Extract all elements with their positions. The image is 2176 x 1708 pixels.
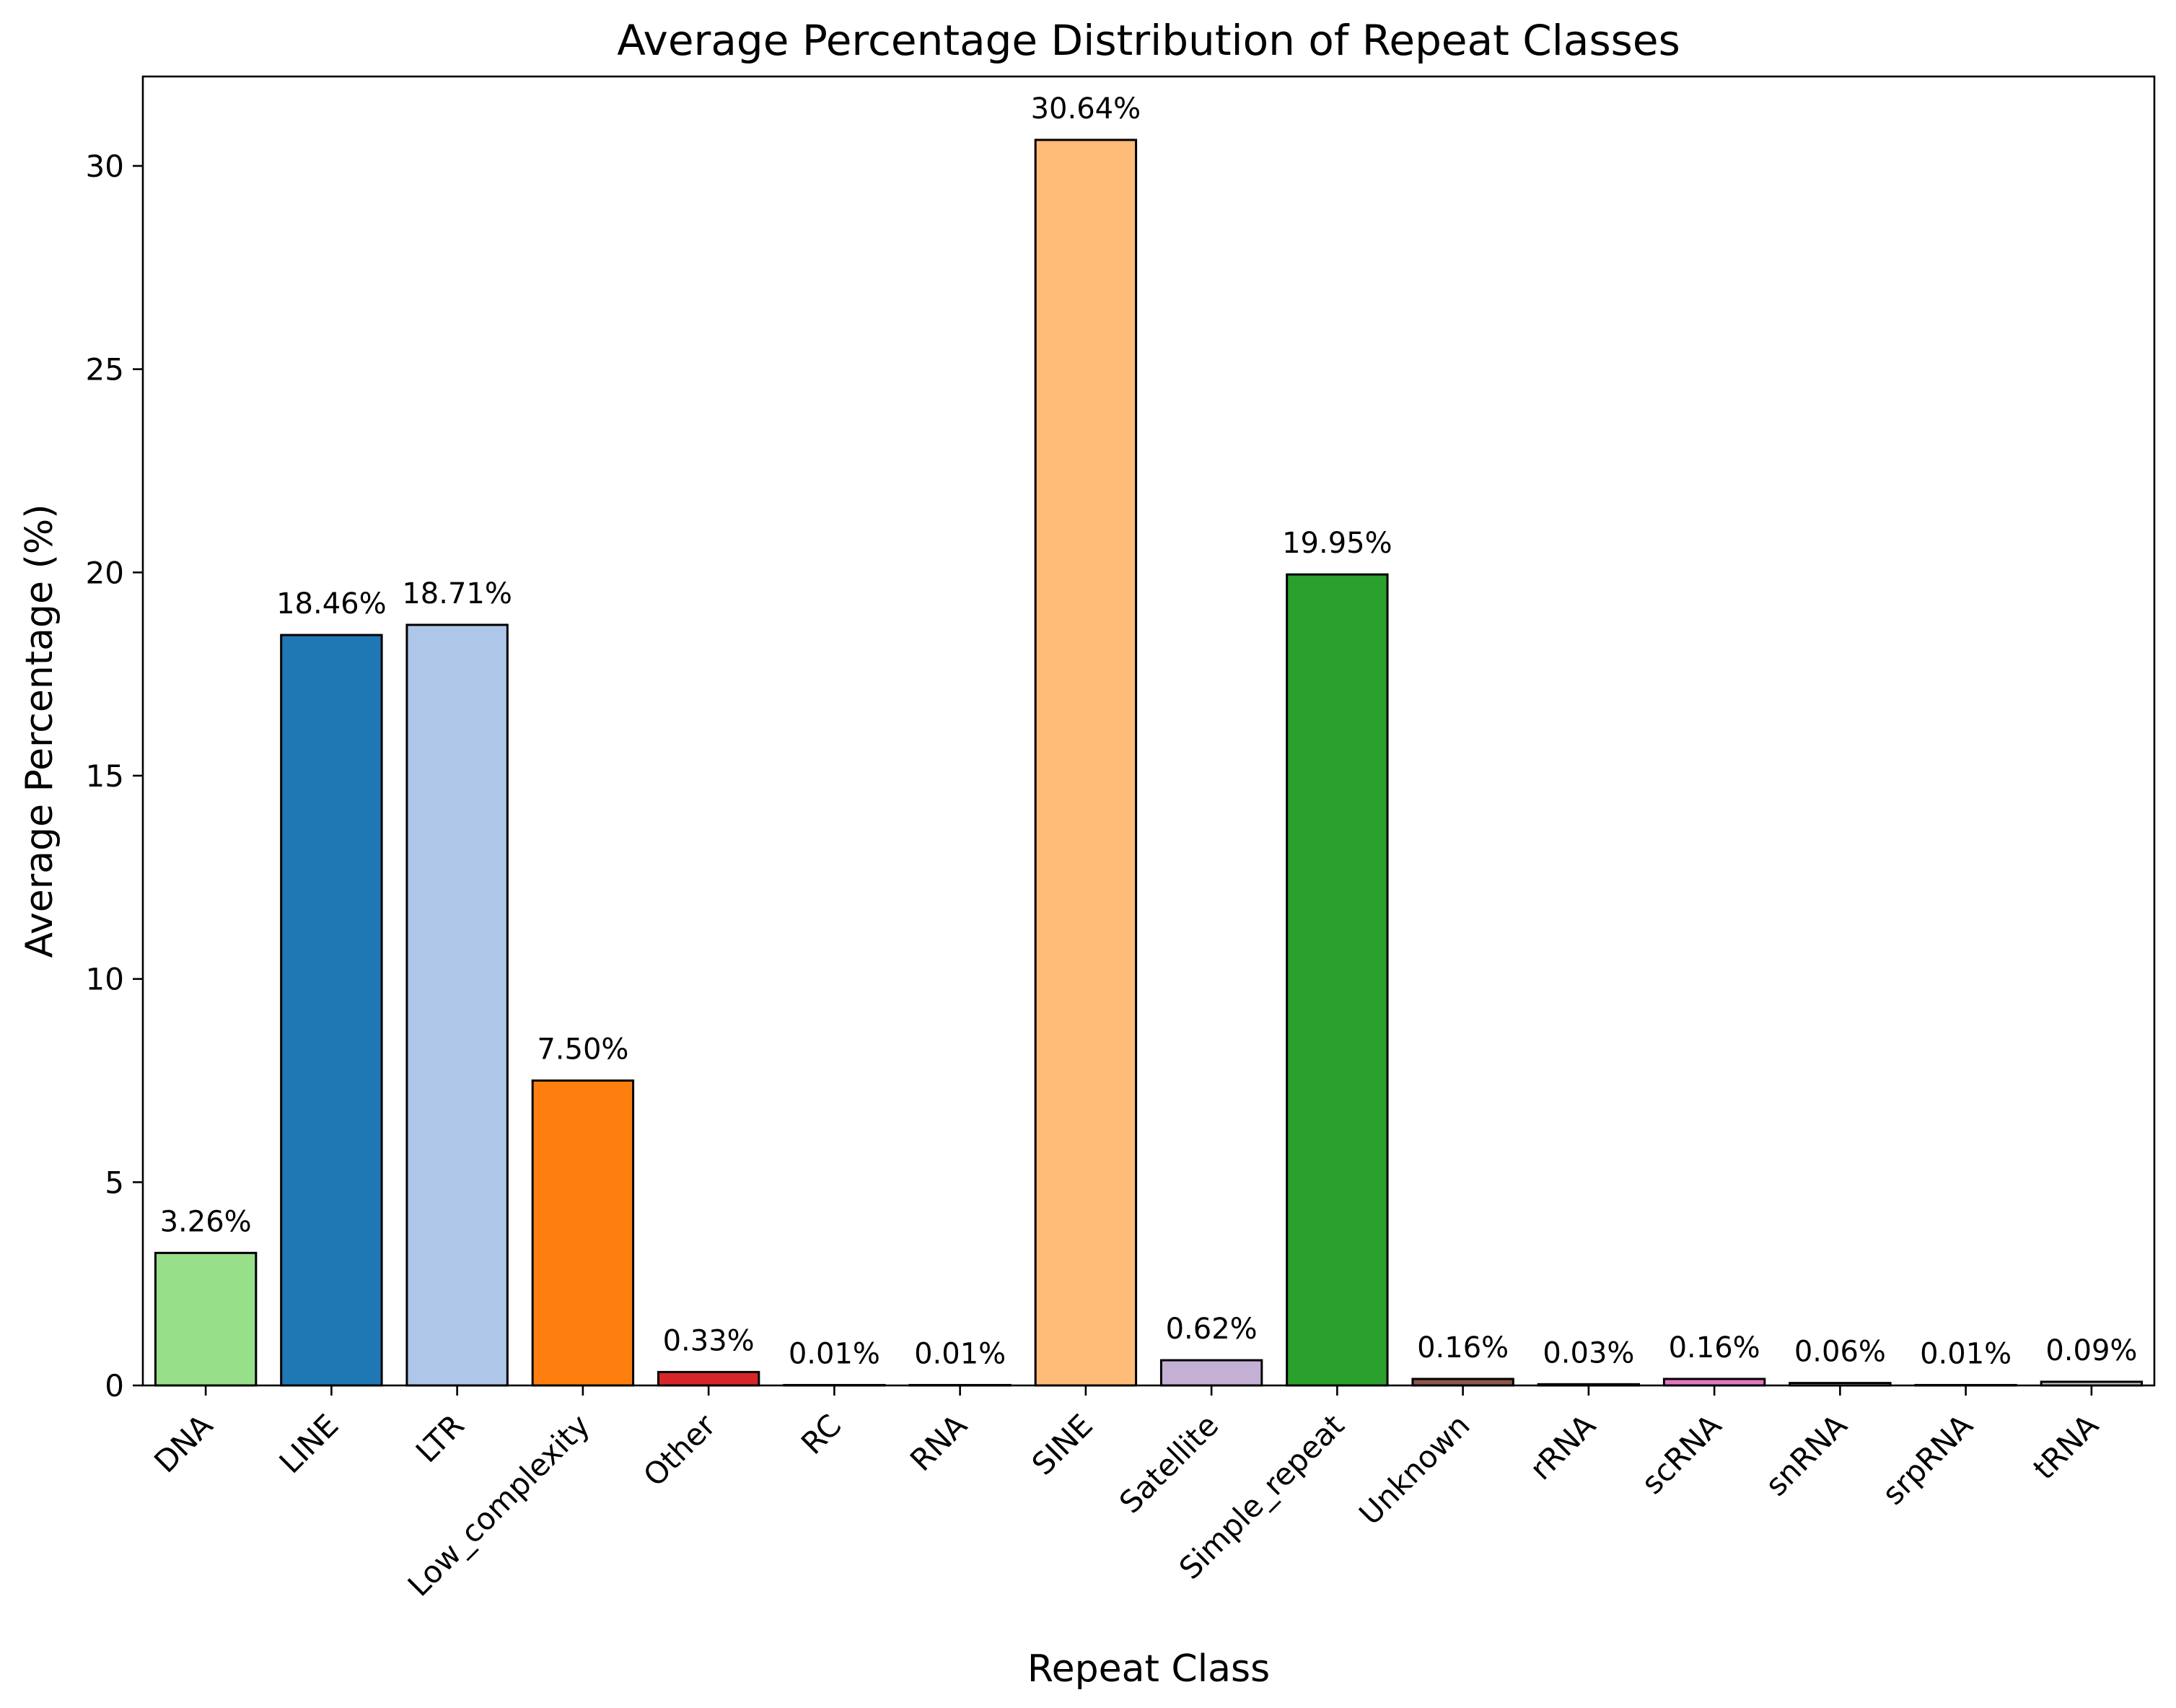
- bar-unknown: [1411, 1378, 1514, 1387]
- x-tick-label: Other: [636, 1407, 722, 1493]
- y-tick-label: 30: [86, 149, 124, 184]
- bar-sine: [1034, 139, 1138, 1387]
- bar-other: [657, 1370, 760, 1387]
- bar-value-label: 0.01%: [914, 1337, 1006, 1370]
- bar-value-label: 18.71%: [402, 577, 512, 610]
- bars: [154, 139, 2144, 1387]
- y-tick-label: 25: [86, 352, 124, 387]
- x-tick-label: DNA: [147, 1407, 219, 1479]
- x-tick-label: Unknown: [1352, 1407, 1477, 1532]
- bar-value-label: 0.01%: [789, 1337, 880, 1370]
- bar-line: [280, 634, 383, 1387]
- bar-value-label: 30.64%: [1031, 92, 1141, 126]
- chart-title: Average Percentage Distribution of Repea…: [617, 16, 1680, 65]
- x-tick-label: LTR: [409, 1407, 471, 1469]
- bar-value-label: 0.09%: [2045, 1334, 2137, 1367]
- x-tick-label: SINE: [1025, 1407, 1100, 1481]
- bar-value-label: 0.01%: [1920, 1337, 2012, 1370]
- bar-value-label: 0.06%: [1794, 1336, 1886, 1369]
- x-tick-label: scRNA: [1635, 1407, 1729, 1501]
- x-tick-label: tRNA: [2026, 1407, 2105, 1486]
- bar-satellite: [1159, 1359, 1263, 1387]
- bar-value-label: 7.50%: [537, 1033, 628, 1066]
- bar-scrna: [1662, 1378, 1766, 1387]
- bar-value-label: 18.46%: [276, 587, 387, 621]
- x-tick-label: Satellite: [1113, 1407, 1225, 1520]
- y-tick-label: 15: [86, 758, 124, 794]
- bar-value-label: 0.16%: [1669, 1331, 1760, 1365]
- bar-value-label: 0.33%: [663, 1324, 755, 1357]
- plot-area-frame: [141, 75, 2156, 1387]
- y-axis-ticks: 0 5 10 15 20 25 30: [86, 149, 143, 1403]
- x-tick-label: srpRNA: [1875, 1407, 1980, 1512]
- y-axis-label: Average Percentage (%): [18, 504, 61, 958]
- y-tick-label: 5: [105, 1165, 124, 1200]
- bar-value-label: 0.16%: [1417, 1331, 1509, 1365]
- x-tick-label: rRNA: [1523, 1407, 1602, 1486]
- bar-value-labels: 3.26% 18.46% 18.71% 7.50% 0.33% 0.01% 0.01% 30.…: [160, 92, 2138, 1371]
- y-tick-label: 10: [86, 962, 124, 997]
- x-axis-label: Repeat Class: [1027, 1647, 1270, 1691]
- bar-value-label: 0.03%: [1543, 1336, 1634, 1370]
- bar-ltr: [405, 623, 509, 1387]
- bar-value-label: 19.95%: [1282, 527, 1392, 560]
- bar-low-complexity: [531, 1079, 635, 1387]
- bar-simple-repeat: [1286, 573, 1389, 1387]
- bar-dna: [154, 1251, 258, 1387]
- x-tick-label: LINE: [273, 1407, 346, 1480]
- y-tick-label: 20: [86, 555, 124, 590]
- y-tick-label: 0: [105, 1368, 124, 1403]
- bar-value-label: 0.62%: [1166, 1313, 1258, 1346]
- x-tick-label: snRNA: [1758, 1407, 1853, 1502]
- bar-value-label: 3.26%: [160, 1205, 252, 1238]
- x-tick-label: RC: [794, 1407, 848, 1461]
- x-tick-label: RNA: [903, 1407, 974, 1478]
